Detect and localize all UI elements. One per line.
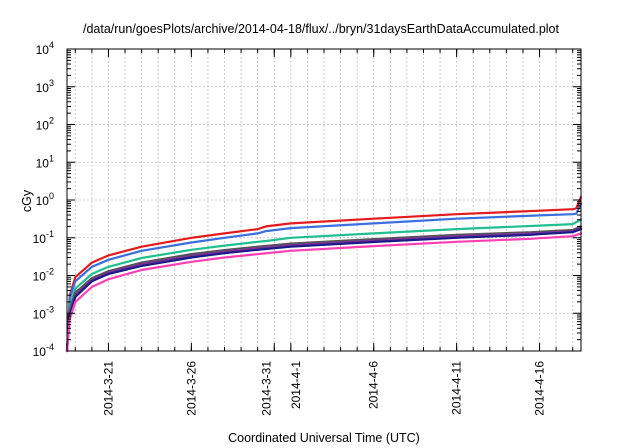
x-tick-label: 2014-4-11 — [450, 361, 464, 415]
x-tick-label: 2014-4-6 — [367, 361, 381, 409]
y-tick-exponent: -4 — [46, 342, 54, 352]
plot-frame — [66, 48, 582, 352]
y-tick-label: 100 — [36, 191, 54, 208]
series-line-6 — [65, 228, 583, 353]
y-tick-label: 10-2 — [33, 267, 54, 284]
x-tick-label: 2014-4-16 — [533, 361, 547, 416]
grid-lines — [67, 49, 581, 351]
y-tick-exponent: 4 — [49, 40, 54, 50]
series-layer — [65, 195, 583, 353]
series-line-7 — [65, 232, 583, 353]
y-tick-exponent: 1 — [49, 153, 54, 163]
x-tick-label: 2014-3-21 — [101, 361, 115, 416]
series-line-2 — [65, 202, 583, 353]
y-tick-label: 101 — [36, 153, 54, 170]
y-tick-exponent: 2 — [49, 116, 54, 126]
series-line-3 — [65, 218, 583, 353]
y-tick-label: 102 — [36, 116, 54, 133]
x-tick-label: 2014-3-31 — [259, 361, 273, 416]
y-tick-exponent: 0 — [49, 191, 54, 201]
y-axis-label: cGy — [20, 189, 34, 212]
x-tick-label: 2014-3-26 — [184, 361, 198, 416]
y-tick-label: 103 — [36, 78, 54, 95]
y-tick-label: 104 — [36, 40, 54, 57]
series-line-4 — [65, 225, 583, 353]
y-tick-exponent: 3 — [49, 78, 54, 88]
y-tick-exponent: -1 — [46, 229, 54, 239]
y-tick-exponent: -2 — [46, 267, 54, 277]
x-tick-label: 2014-4-1 — [289, 361, 303, 409]
chart-title: /data/run/goesPlots/archive/2014-04-18/f… — [83, 22, 559, 36]
series-line-1 — [65, 195, 583, 353]
y-tick-exponent: -3 — [46, 304, 54, 314]
y-tick-label: 10-1 — [33, 229, 54, 246]
y-tick-label: 10-3 — [33, 304, 54, 321]
y-tick-label: 10-4 — [33, 342, 54, 359]
x-axis-label: Coordinated Universal Time (UTC) — [228, 431, 420, 445]
